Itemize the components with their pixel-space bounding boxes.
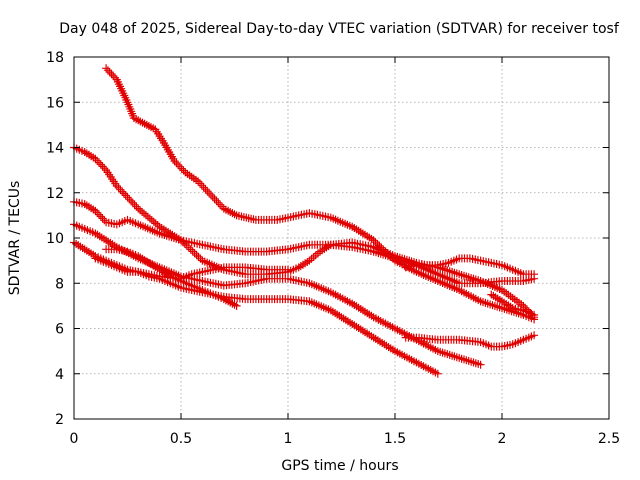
series-s7: [91, 254, 292, 283]
series-markers: [102, 64, 539, 324]
chart-grid: [74, 57, 609, 419]
series-s5: [70, 238, 442, 378]
series-s1: [102, 64, 539, 324]
x-tick-label: 0.5: [170, 431, 192, 447]
y-tick-label: 8: [55, 276, 64, 292]
x-tick-label: 0: [70, 431, 79, 447]
y-tick-label: 2: [55, 412, 64, 428]
y-axis: 2 4 6 8 10 12 14 16 18: [46, 50, 609, 428]
y-axis-label: SDTVAR / TECUs: [7, 181, 23, 296]
series-s8: [401, 331, 539, 351]
x-tick-label: 2.5: [598, 431, 620, 447]
series-markers: [91, 254, 292, 283]
y-tick-label: 16: [46, 95, 64, 111]
series-markers: [487, 290, 539, 319]
y-tick-label: 18: [46, 50, 64, 66]
chart-title: Day 048 of 2025, Sidereal Day-to-day VTE…: [59, 21, 620, 37]
series-s4: [70, 220, 485, 369]
series-s9: [401, 254, 539, 279]
series-markers: [70, 220, 485, 369]
x-tick-label: 1.5: [384, 431, 406, 447]
x-axis-label: GPS time / hours: [281, 458, 398, 474]
series-markers: [401, 254, 539, 279]
x-axis: 0 0.5 1 1.5 2 2.5: [70, 57, 620, 447]
y-tick-label: 6: [55, 322, 64, 338]
x-tick-label: 1: [284, 431, 293, 447]
y-tick-label: 14: [46, 141, 64, 157]
chart-series-group: [70, 64, 539, 378]
y-tick-label: 12: [46, 186, 64, 202]
series-s10: [487, 290, 539, 319]
series-markers: [401, 331, 539, 351]
y-tick-label: 10: [46, 231, 64, 247]
y-tick-label: 4: [55, 367, 64, 383]
series-markers: [70, 238, 442, 378]
x-tick-label: 2: [498, 431, 507, 447]
